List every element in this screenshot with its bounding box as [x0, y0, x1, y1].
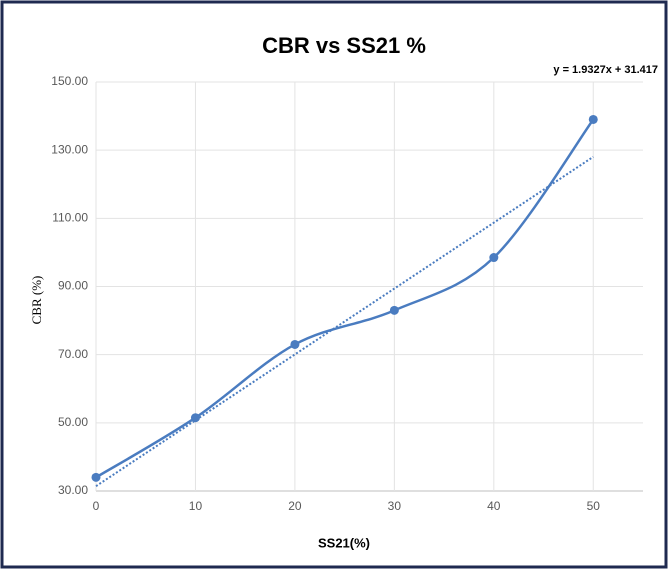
y-tick-label: 70.00 [58, 347, 88, 361]
y-tick-label: 30.00 [58, 483, 88, 497]
chart-title: CBR vs SS21 % [262, 33, 426, 58]
x-tick-label: 40 [487, 499, 501, 513]
trend-equation: y = 1.9327x + 31.417 [553, 64, 658, 76]
x-axis-label: SS21(%) [318, 535, 370, 550]
trendline [95, 155, 594, 488]
x-tick-label: 20 [288, 499, 302, 513]
data-point [190, 413, 200, 423]
data-point [91, 472, 101, 482]
x-tick-label: 50 [587, 499, 601, 513]
data-point [489, 253, 499, 263]
y-tick-label: 90.00 [58, 279, 88, 293]
x-tick-label: 10 [189, 499, 203, 513]
data-point [588, 114, 598, 124]
data-point [389, 305, 399, 315]
y-tick-label: 150.00 [51, 74, 88, 88]
x-tick-label: 30 [388, 499, 402, 513]
y-tick-label: 50.00 [58, 415, 88, 429]
x-tick-label: 0 [93, 499, 100, 513]
y-axis-label: CBR (%) [29, 276, 44, 325]
series-line [95, 118, 595, 479]
y-tick-label: 130.00 [51, 142, 88, 156]
data-point [290, 339, 300, 349]
y-tick-label: 110.00 [52, 211, 88, 225]
